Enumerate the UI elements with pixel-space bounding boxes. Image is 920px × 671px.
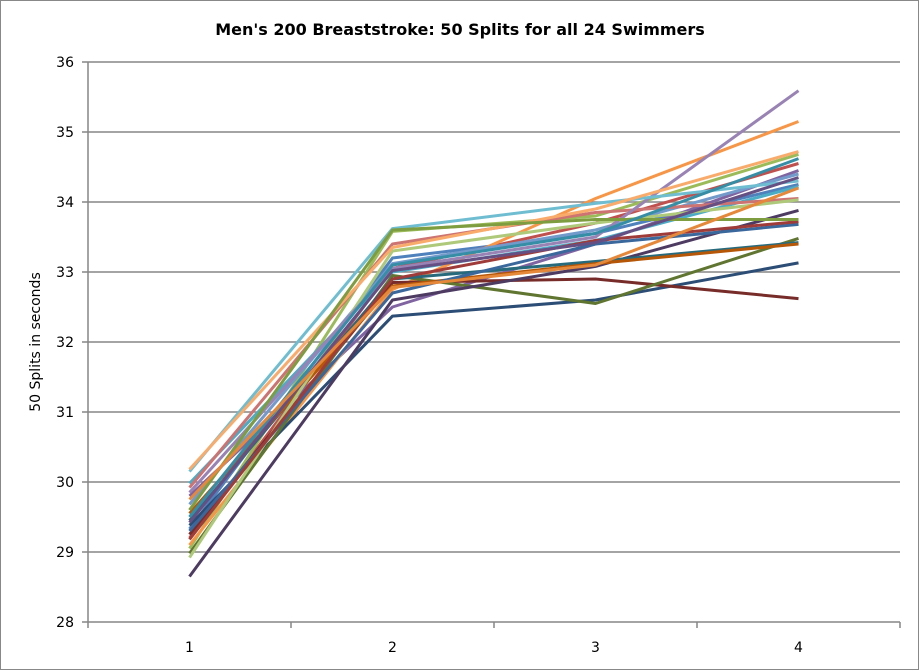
series-line-swimmer-16 [188,89,800,494]
y-tick-label: 36 [56,55,74,71]
y-tick-label: 34 [56,195,74,211]
y-tick-label: 33 [56,265,74,281]
series-line-swimmer-7 [188,261,799,527]
series-line-swimmer-20 [188,220,799,541]
y-tick-label: 32 [56,335,74,351]
series-line-swimmer-18 [188,150,799,471]
series-line-swimmer-24 [188,186,800,501]
y-tick-label: 29 [56,545,74,561]
series-line-swimmer-17 [188,179,799,473]
y-tick-label: 28 [56,615,74,631]
series-line-swimmer-6 [188,120,800,546]
series-line-swimmer-21 [188,218,799,511]
y-tick-label: 31 [56,405,74,421]
series-lines [188,89,800,578]
series-line-swimmer-9 [188,236,799,555]
y-axis-label: 50 Splits in seconds [28,272,44,412]
y-tick-label: 30 [56,475,74,491]
series-line-swimmer-23 [188,157,800,518]
x-tick-label: 1 [185,640,194,656]
axes [82,61,901,628]
series-line-swimmer-13 [188,172,799,506]
series-line-swimmer-22 [188,176,799,524]
series-line-swimmer-19 [188,222,799,532]
y-tick-label: 35 [56,125,74,141]
series-line-swimmer-10 [188,208,799,578]
x-tick-label: 4 [794,640,803,656]
x-tick-label: 3 [591,640,600,656]
x-tick-label: 2 [388,640,397,656]
chart-title: Men's 200 Breaststroke: 50 Splits for al… [215,20,705,39]
